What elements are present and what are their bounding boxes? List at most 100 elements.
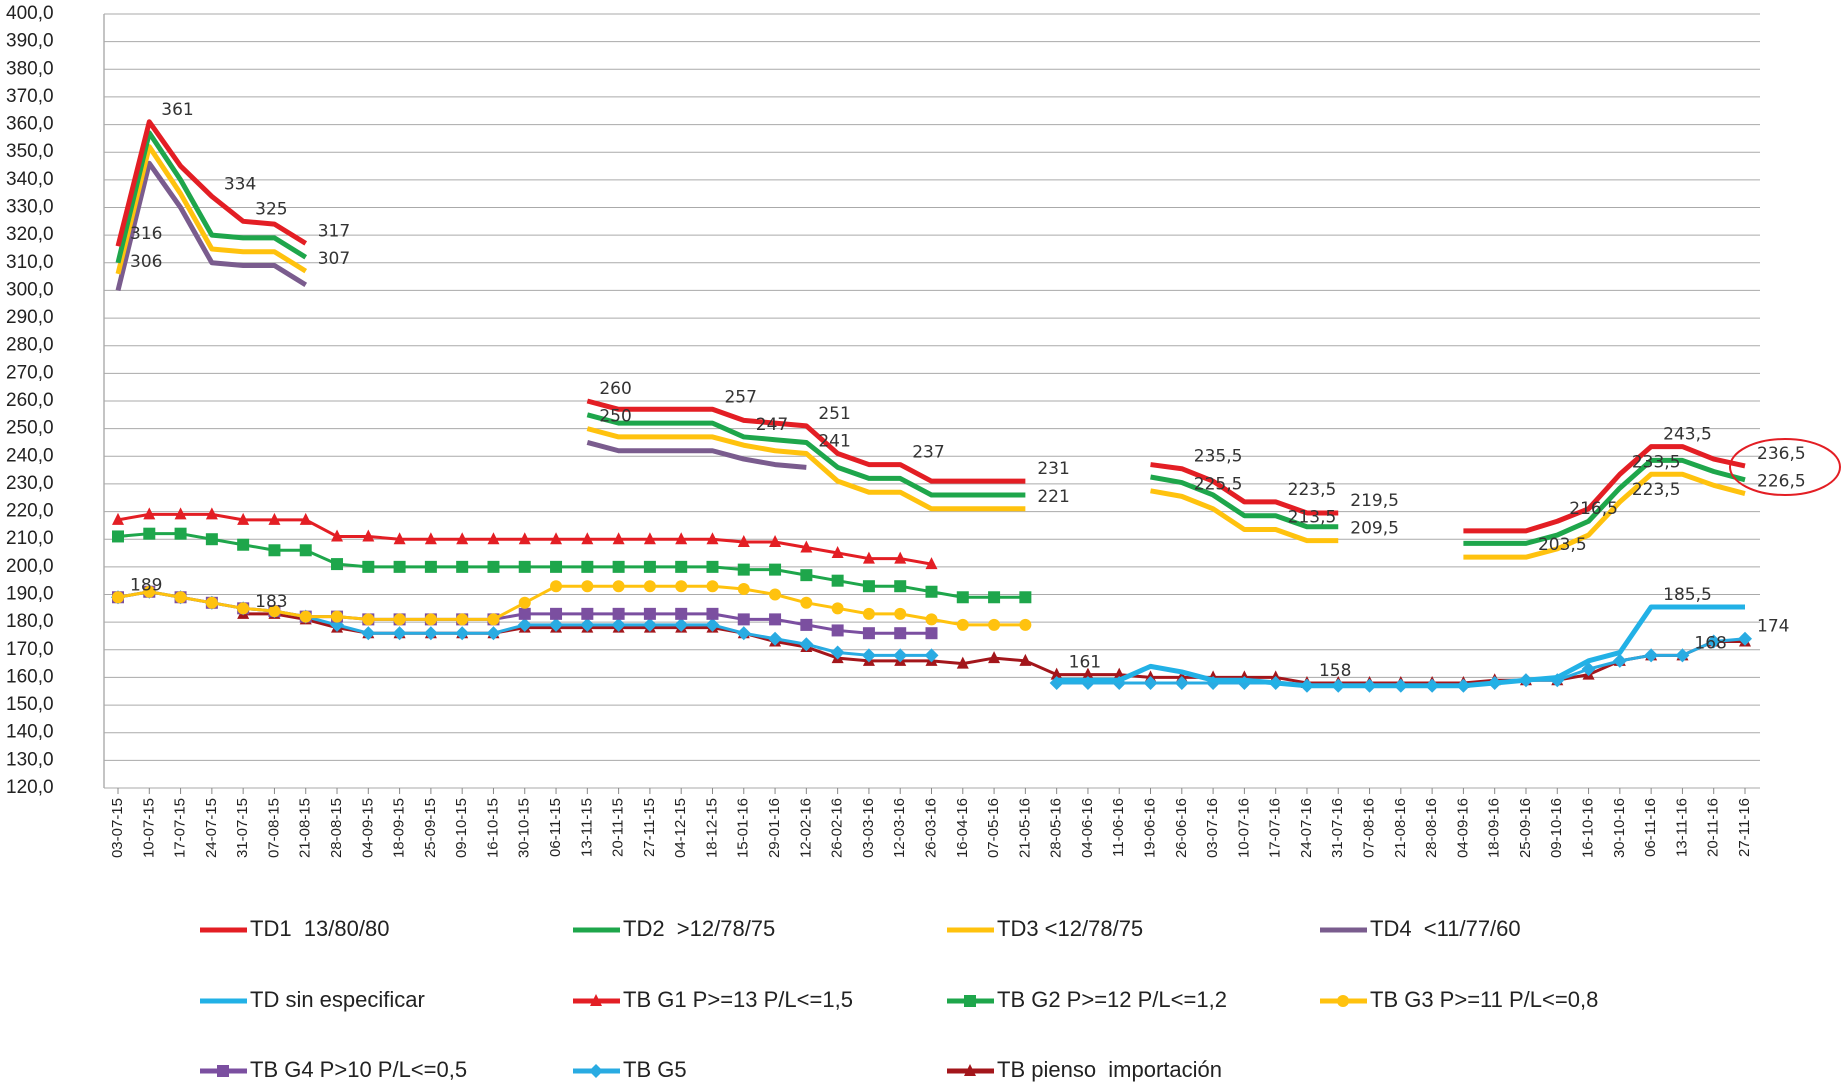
y-tick-label: 340,0 [6, 169, 54, 190]
highlight-circle [1729, 438, 1841, 496]
y-tick-label: 200,0 [6, 556, 54, 577]
x-tick-label: 16-10-15 [484, 798, 501, 858]
marker [518, 560, 531, 573]
legend-label: TB G4 P>10 P/L<=0,5 [250, 1057, 467, 1082]
y-tick-label: 400,0 [6, 3, 54, 24]
data-label: 203,5 [1538, 535, 1587, 555]
x-tick-label: 31-07-16 [1329, 798, 1346, 858]
y-tick-label: 150,0 [6, 694, 54, 715]
marker [737, 534, 750, 547]
marker [643, 560, 656, 573]
lines [111, 119, 1752, 693]
marker [674, 617, 689, 632]
x-tick-label: 17-07-16 [1267, 798, 1284, 858]
series-line [117, 532, 1026, 599]
data-label: 221 [1037, 487, 1069, 507]
marker [612, 560, 625, 573]
series-line [1150, 474, 1339, 530]
x-tick-label: 31-07-15 [234, 798, 251, 858]
legend-label: TD sin especificar [250, 987, 425, 1012]
marker [423, 626, 438, 641]
legend-label: TB G1 P>=13 P/L<=1,5 [623, 987, 853, 1012]
marker [1143, 675, 1158, 690]
marker [424, 613, 437, 626]
marker [1081, 667, 1094, 680]
marker [487, 532, 500, 545]
marker [518, 596, 531, 609]
x-tick-label: 11-06-16 [1110, 798, 1127, 857]
marker [581, 560, 594, 573]
marker [237, 602, 250, 615]
y-tick-label: 210,0 [6, 528, 54, 549]
marker [589, 1064, 603, 1078]
marker [217, 1065, 229, 1077]
data-label: 325 [255, 199, 287, 219]
data-label: 219,5 [1350, 491, 1399, 511]
y-tick-label: 300,0 [6, 279, 54, 300]
data-label: 183 [255, 592, 287, 612]
series-line [1463, 444, 1746, 534]
marker [174, 507, 187, 520]
x-tick-label: 30-10-15 [516, 798, 533, 858]
data-label: 257 [724, 387, 756, 407]
x-tick-label: 06-11-16 [1642, 798, 1659, 857]
y-tick-label: 290,0 [6, 307, 54, 328]
marker [956, 591, 969, 604]
marker [862, 607, 875, 620]
legend-label: TB G3 P>=11 P/L<=0,8 [1370, 987, 1598, 1012]
marker [424, 560, 437, 573]
data-label: 243,5 [1663, 425, 1712, 445]
marker [1019, 591, 1032, 604]
y-tick-label: 140,0 [6, 722, 54, 743]
legend-label: TD4 <11/77/60 [1370, 916, 1521, 941]
series-line [586, 412, 1026, 498]
marker [964, 995, 976, 1007]
x-tick-label: 18-09-16 [1486, 798, 1503, 858]
x-tick-label: 10-07-16 [1235, 798, 1252, 858]
marker [550, 532, 563, 545]
x-tick-label: 20-11-15 [610, 798, 627, 857]
x-tick-label: 06-11-15 [547, 798, 564, 857]
series-line [1056, 604, 1745, 689]
x-tick-label: 07-05-16 [985, 798, 1002, 858]
data-label: 233,5 [1632, 452, 1681, 472]
legend-label: TB G5 [623, 1057, 687, 1082]
marker [112, 591, 124, 604]
marker [205, 533, 218, 546]
labels: 183 161 158 168 189 174 185,5 306 307 250 241 221 22… [130, 100, 1806, 681]
marker [675, 580, 688, 593]
marker [299, 512, 312, 525]
marker [456, 560, 469, 573]
marker [894, 551, 907, 564]
marker [612, 607, 625, 620]
y-tick-label: 390,0 [6, 31, 54, 52]
marker [362, 613, 375, 626]
x-tick-label: 28-08-16 [1423, 798, 1440, 858]
marker [830, 645, 845, 660]
y-tick-label: 330,0 [6, 197, 54, 218]
marker [362, 529, 375, 542]
marker [831, 574, 844, 587]
legend-label: TB pienso importación [997, 1057, 1222, 1082]
marker [642, 617, 657, 632]
series-line [115, 119, 308, 247]
x-tick-label: 16-04-16 [954, 798, 971, 858]
data-label: 260 [599, 379, 631, 399]
marker [1675, 648, 1690, 663]
marker [768, 631, 783, 646]
series-line [1150, 488, 1339, 544]
marker [268, 544, 281, 557]
marker [205, 596, 218, 609]
series-line [1463, 471, 1746, 560]
data-label: 316 [130, 224, 162, 244]
data-label: 306 [130, 252, 162, 272]
y-tick-label: 250,0 [6, 418, 54, 439]
marker [143, 527, 156, 540]
marker [518, 532, 531, 545]
marker [550, 607, 563, 620]
marker [611, 617, 626, 632]
marker [737, 613, 750, 626]
marker [831, 624, 844, 637]
marker [487, 613, 500, 626]
